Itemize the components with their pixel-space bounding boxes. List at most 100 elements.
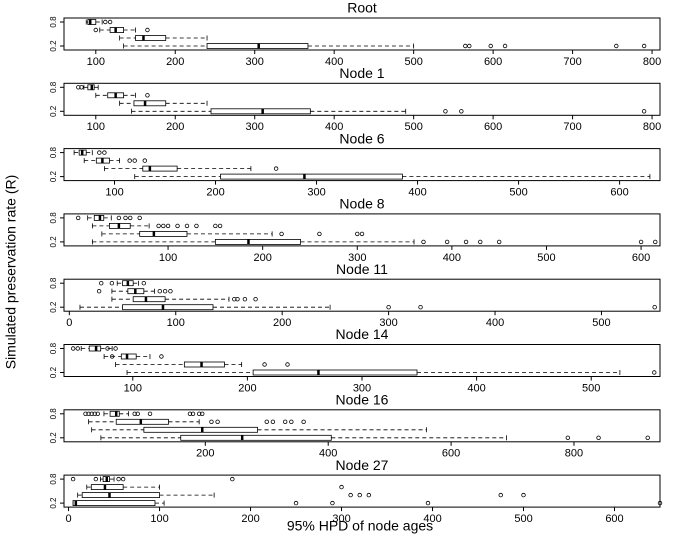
outlier bbox=[421, 239, 426, 245]
outlier bbox=[105, 346, 110, 351]
panel-title: Node 27 bbox=[336, 457, 389, 473]
outlier bbox=[99, 281, 104, 286]
x-tick-label: 300 bbox=[353, 382, 371, 394]
x-tick-label: 700 bbox=[563, 121, 581, 133]
outlier bbox=[137, 215, 142, 221]
x-tick-label: 400 bbox=[325, 121, 343, 133]
outlier bbox=[235, 297, 240, 302]
y-tick-label: 0.2 bbox=[49, 366, 58, 378]
plot-frame bbox=[63, 213, 661, 247]
outlier bbox=[273, 166, 279, 171]
outlier bbox=[209, 419, 214, 424]
box bbox=[183, 361, 225, 368]
outlier bbox=[657, 500, 663, 506]
outlier bbox=[348, 492, 353, 498]
outlier bbox=[653, 239, 658, 245]
outlier bbox=[116, 215, 122, 221]
outlier bbox=[196, 411, 202, 416]
box bbox=[109, 410, 120, 417]
outlier bbox=[145, 93, 150, 98]
outlier bbox=[96, 289, 102, 294]
outlier bbox=[285, 362, 290, 367]
outlier bbox=[521, 492, 526, 498]
y-tick-label: 0.2 bbox=[49, 497, 58, 509]
x-tick-label: 400 bbox=[408, 187, 426, 199]
x-tick-label: 200 bbox=[166, 56, 184, 68]
box bbox=[120, 353, 137, 360]
x-tick-label: 400 bbox=[423, 513, 441, 525]
box bbox=[87, 19, 97, 25]
outlier bbox=[147, 411, 153, 416]
outlier bbox=[145, 27, 150, 33]
outlier bbox=[425, 500, 431, 506]
x-tick-label: 100 bbox=[87, 56, 105, 68]
outlier bbox=[262, 362, 267, 367]
x-tick-label: 500 bbox=[404, 56, 422, 68]
outlier bbox=[652, 305, 657, 310]
outlier bbox=[478, 239, 483, 245]
outlier bbox=[459, 109, 464, 114]
box bbox=[214, 238, 301, 245]
x-tick-label: 200 bbox=[196, 448, 214, 460]
x-tick-label: 700 bbox=[563, 56, 581, 68]
outlier bbox=[317, 231, 322, 237]
outlier bbox=[565, 435, 571, 440]
outlier bbox=[230, 476, 235, 482]
box bbox=[220, 173, 403, 180]
x-tick-label: 200 bbox=[238, 382, 256, 394]
outlier bbox=[282, 419, 288, 424]
outlier bbox=[127, 158, 132, 163]
x-axis-label: 95% HPD of node ages bbox=[287, 518, 433, 534]
plot-frame bbox=[63, 82, 661, 116]
outlier bbox=[301, 419, 306, 424]
outlier bbox=[128, 215, 133, 221]
outlier bbox=[641, 109, 647, 114]
box bbox=[132, 296, 166, 303]
outlier bbox=[614, 43, 619, 49]
outlier bbox=[102, 150, 107, 155]
y-axis-label: Simulated preservation rate (R) bbox=[3, 175, 19, 370]
outlier bbox=[200, 411, 205, 416]
box bbox=[252, 369, 418, 376]
outlier bbox=[359, 231, 365, 237]
outlier bbox=[253, 297, 258, 302]
outlier bbox=[638, 239, 644, 245]
outlier bbox=[109, 281, 115, 286]
box bbox=[210, 108, 311, 115]
box bbox=[122, 304, 214, 311]
x-tick-label: 300 bbox=[332, 513, 350, 525]
panel-title: Node 1 bbox=[339, 65, 384, 81]
x-tick-label: 100 bbox=[159, 252, 177, 264]
x-tick-label: 500 bbox=[514, 513, 532, 525]
x-tick-label: 600 bbox=[605, 513, 623, 525]
outlier bbox=[443, 109, 448, 114]
outlier bbox=[463, 239, 469, 245]
x-tick-label: 300 bbox=[246, 121, 264, 133]
outlier bbox=[132, 411, 137, 416]
outlier bbox=[165, 223, 171, 229]
outlier bbox=[107, 19, 113, 25]
x-tick-label: 500 bbox=[537, 252, 555, 264]
outlier bbox=[339, 484, 344, 490]
outlier bbox=[135, 411, 140, 416]
outlier bbox=[645, 435, 650, 440]
outlier bbox=[190, 411, 196, 416]
x-tick-label: 400 bbox=[467, 382, 485, 394]
outlier bbox=[467, 43, 472, 49]
outlier bbox=[89, 411, 94, 416]
y-tick-label: 0.8 bbox=[49, 16, 58, 28]
x-tick-label: 400 bbox=[325, 56, 343, 68]
x-tick-label: 600 bbox=[610, 187, 628, 199]
x-tick-label: 0 bbox=[66, 317, 72, 329]
outlier bbox=[113, 346, 118, 351]
box bbox=[133, 100, 167, 107]
outlier bbox=[596, 435, 601, 440]
x-tick-label: 200 bbox=[166, 121, 184, 133]
outlier bbox=[175, 223, 180, 229]
x-tick-label: 600 bbox=[484, 56, 502, 68]
outlier bbox=[132, 158, 137, 163]
outlier bbox=[123, 215, 128, 221]
x-tick-label: 500 bbox=[509, 187, 527, 199]
x-tick-label: 300 bbox=[307, 187, 325, 199]
